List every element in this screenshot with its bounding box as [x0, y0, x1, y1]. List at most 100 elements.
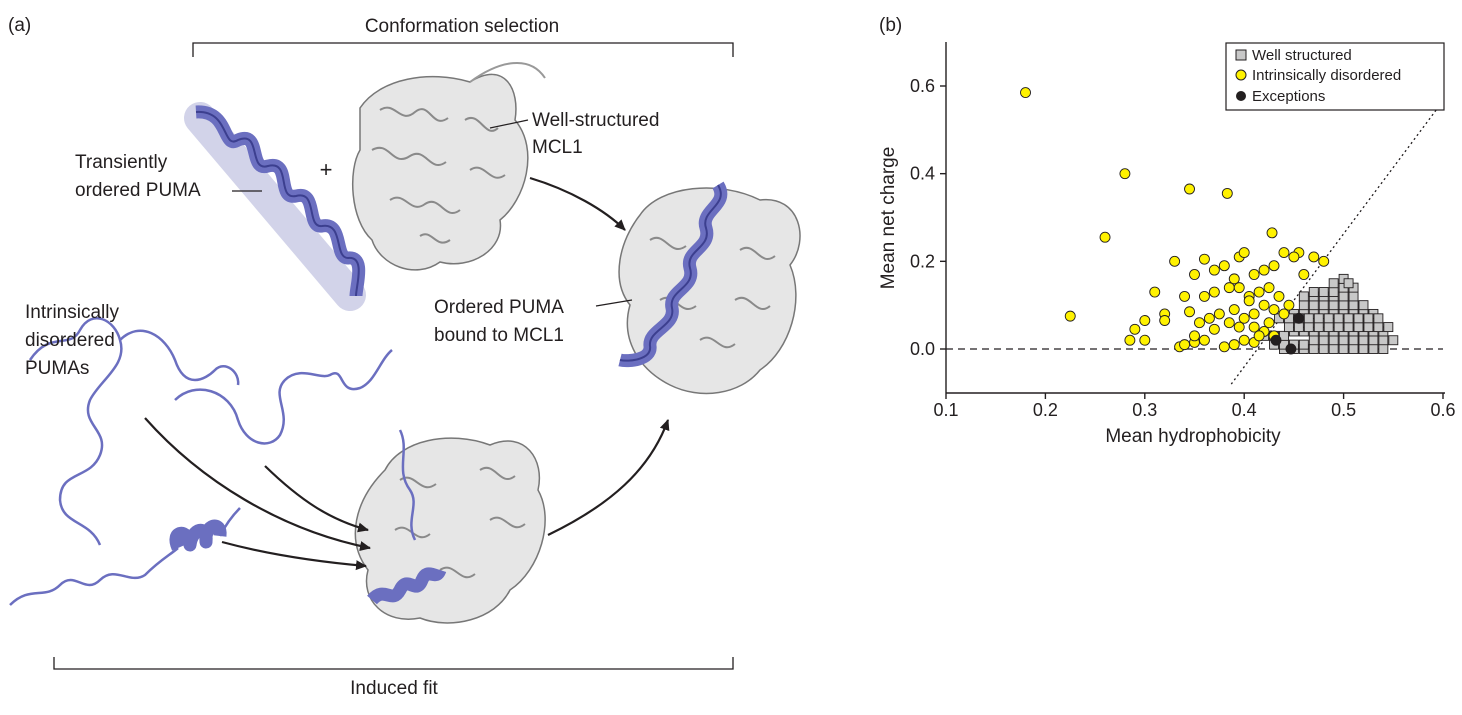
- disordered-point: [1233, 321, 1245, 333]
- well-structured-point: [1358, 300, 1369, 311]
- disordered-point: [1218, 341, 1230, 353]
- disordered-puma-chains: [9, 317, 393, 606]
- disordered-point: [1238, 312, 1250, 324]
- disordered-puma-label-line2: disordered: [25, 330, 115, 351]
- well-structured-point: [1308, 344, 1319, 354]
- x-tick-label: 0.1: [933, 400, 958, 420]
- well-structured-point: [1353, 313, 1364, 324]
- disordered-point: [1228, 273, 1240, 285]
- disordered-point: [1099, 231, 1111, 243]
- disordered-point: [1238, 334, 1250, 346]
- exception-point: [1270, 334, 1282, 346]
- y-axis-label: Mean net charge: [878, 147, 899, 290]
- disordered-point: [1258, 264, 1270, 276]
- panel-b-label: (b): [879, 15, 902, 36]
- exception-point: [1285, 343, 1297, 355]
- well-structured-point: [1343, 278, 1354, 289]
- disordered-point: [1248, 269, 1260, 280]
- well-structured-point: [1383, 322, 1394, 333]
- well-structured-point: [1358, 335, 1369, 346]
- panel-a-label: (a): [8, 15, 31, 36]
- transient-puma-label-line1: Transiently: [75, 152, 168, 173]
- mcl1-leader: [489, 119, 529, 129]
- well-structured-point: [1348, 344, 1359, 354]
- disordered-point: [1189, 269, 1200, 280]
- y-tick-label: 0.0: [910, 339, 935, 359]
- well-structured-point: [1338, 335, 1349, 346]
- disordered-point: [1198, 290, 1210, 302]
- disordered-point: [1221, 187, 1233, 199]
- well-structured-point: [1343, 322, 1354, 333]
- disordered-point: [1124, 334, 1136, 346]
- well-structured-point: [1378, 335, 1389, 346]
- transient-puma-helix: [184, 102, 366, 311]
- well-structured-point: [1318, 335, 1329, 346]
- conformation-selection-bracket: [192, 42, 734, 57]
- x-tick-label: 0.2: [1033, 400, 1058, 420]
- disordered-point: [1208, 323, 1220, 335]
- disordered-point: [1283, 299, 1295, 311]
- disordered-point: [1233, 282, 1245, 294]
- x-tick-label: 0.6: [1430, 400, 1455, 420]
- disordered-point: [1184, 306, 1195, 318]
- well-structured-point: [1318, 344, 1329, 354]
- disordered-point: [1179, 339, 1191, 351]
- disordered-point: [1149, 286, 1161, 298]
- x-tick-label: 0.5: [1331, 400, 1356, 420]
- x-tick-label: 0.3: [1132, 400, 1157, 420]
- disordered-point: [1308, 251, 1320, 263]
- mcl1-label-line2: MCL1: [532, 137, 583, 158]
- disordered-point: [1253, 330, 1265, 342]
- arrow-disordered-to-fit-3: [221, 540, 367, 571]
- disordered-puma-label-line1: Intrinsically: [25, 302, 119, 323]
- legend: Well structured Intrinsically disordered…: [1225, 42, 1445, 111]
- disordered-point: [1243, 295, 1255, 307]
- disordered-point: [1129, 323, 1141, 335]
- induced-fit-puma-helix: [367, 429, 447, 605]
- panel-b: (b) 0.1 0.2 0.3 0.4 0.5 0.6 0.0 0.2 0.4 0.6 Mean…: [860, 0, 1462, 710]
- well-structured-point: [1313, 322, 1324, 333]
- disordered-point: [1268, 304, 1280, 315]
- well-structured-point: [1343, 313, 1354, 324]
- disordered-point: [1213, 308, 1225, 320]
- disordered-point: [1203, 312, 1215, 324]
- well-structured-point: [1333, 322, 1344, 333]
- disordered-point: [1139, 315, 1151, 326]
- arrow-fit-to-complex: [547, 419, 670, 536]
- well-structured-point: [1283, 322, 1294, 333]
- disordered-point: [1184, 183, 1195, 195]
- mcl1-label-line1: Well-structured: [532, 110, 659, 131]
- scatter-chart: (b) 0.1 0.2 0.3 0.4 0.5 0.6 0.0 0.2 0.4 0.6 Mean…: [878, 15, 1456, 447]
- disordered-point: [1288, 251, 1300, 263]
- arrow-mcl1-to-complex: [529, 176, 626, 231]
- y-tick-label: 0.2: [910, 251, 935, 271]
- disordered-point: [1223, 317, 1235, 329]
- ordered-puma-leader: [595, 299, 633, 307]
- y-tick-label: 0.6: [910, 76, 935, 96]
- mcl1-structure: [352, 62, 546, 271]
- well-structured-point: [1368, 335, 1379, 346]
- well-structured-point: [1348, 291, 1359, 302]
- disordered-point: [1263, 282, 1275, 294]
- well-structured-point: [1298, 291, 1309, 302]
- induced-fit-bracket: [53, 657, 734, 670]
- conformation-selection-label: Conformation selection: [365, 16, 559, 37]
- well-structured-point: [1328, 344, 1339, 354]
- disordered-point: [1179, 290, 1191, 302]
- well-structured-point: [1363, 313, 1374, 324]
- ordered-puma-label-line2: bound to MCL1: [434, 325, 564, 346]
- well-structured-point: [1313, 313, 1324, 324]
- disordered-point: [1298, 269, 1310, 280]
- well-structured-point: [1328, 287, 1339, 297]
- legend-marker-disordered: [1235, 69, 1247, 81]
- legend-marker-exceptions: [1236, 91, 1246, 101]
- legend-marker-well-structured: [1235, 49, 1247, 61]
- well-structured-point: [1373, 313, 1384, 324]
- well-structured-point: [1368, 344, 1379, 354]
- disordered-point: [1268, 260, 1280, 272]
- disordered-point: [1263, 317, 1275, 329]
- exception-point: [1293, 312, 1305, 324]
- well-structured-point: [1348, 300, 1359, 311]
- legend-label-exceptions: Exceptions: [1252, 88, 1325, 105]
- disordered-point: [1208, 286, 1220, 298]
